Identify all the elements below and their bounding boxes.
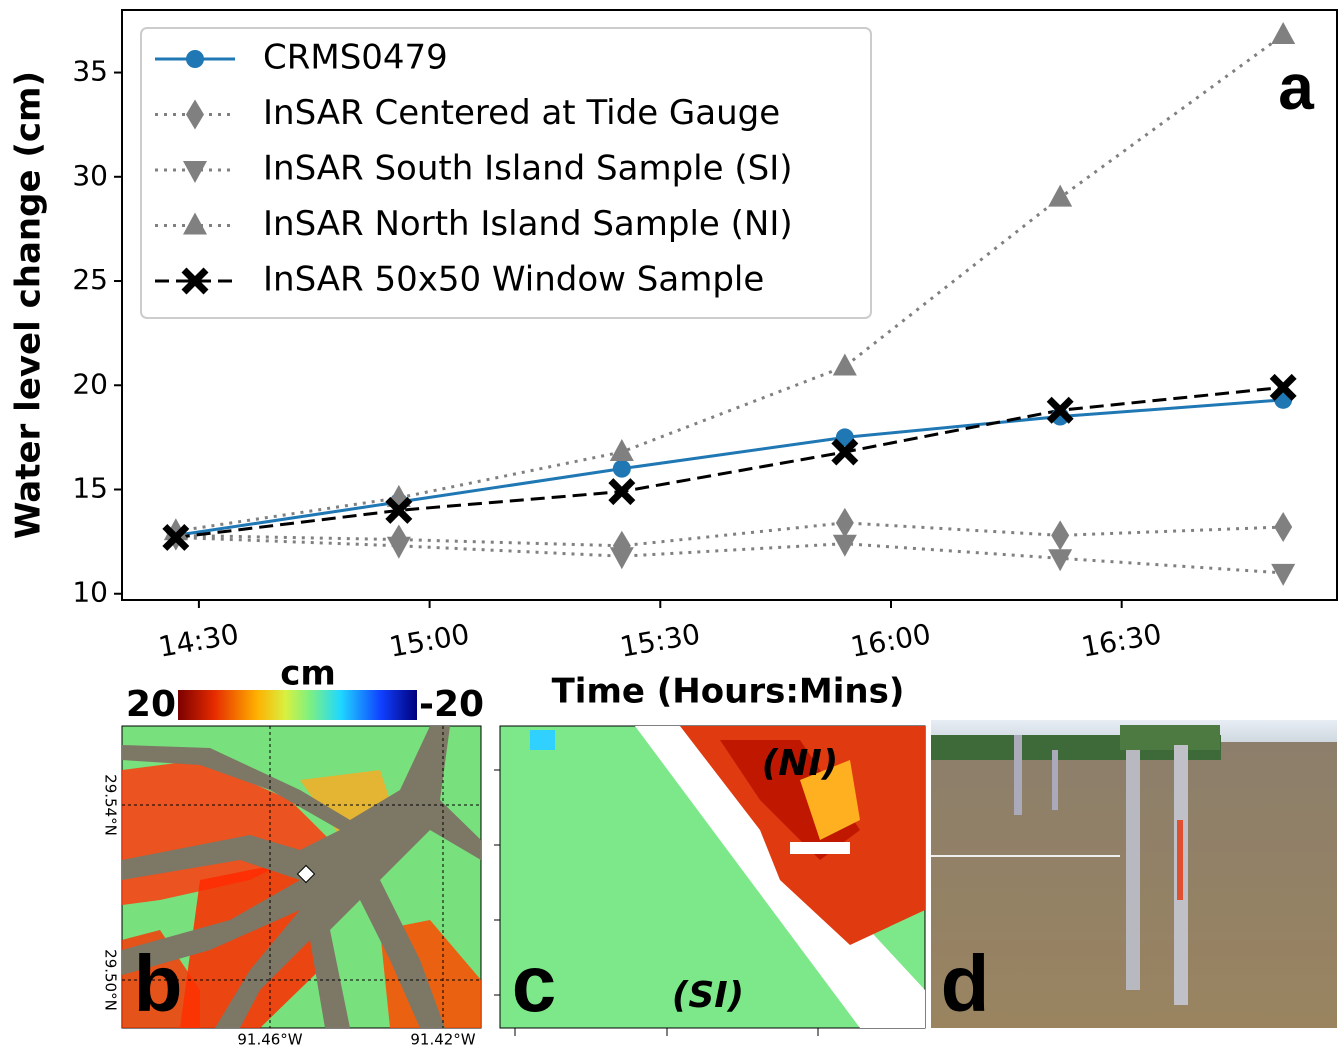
marker (1271, 563, 1296, 586)
series-line (175, 521, 1284, 548)
panel-label: a (1278, 51, 1314, 123)
marker (1269, 373, 1297, 401)
marker (831, 438, 859, 466)
marker (832, 353, 857, 376)
marker (608, 478, 636, 506)
photo-d (931, 720, 1337, 1028)
y-tick-label: 10 (72, 576, 108, 609)
marker (1048, 549, 1073, 572)
x-axis-label: Time (Hours:Mins) (552, 672, 905, 712)
plot-frame (121, 9, 1338, 601)
legend-box (140, 27, 872, 319)
legend-label: InSAR North Island Sample (NI) (263, 204, 793, 244)
marker (186, 50, 204, 68)
marker (183, 161, 207, 183)
x-tick-label: 16:00 (848, 617, 933, 664)
x-tick-label: 15:30 (617, 617, 702, 664)
plot (162, 22, 1297, 586)
y-tick-label: 20 (72, 367, 108, 400)
marker (835, 507, 854, 538)
y-tick-label: 35 (72, 55, 108, 88)
marker (832, 534, 857, 557)
x-tick-label: 14:30 (156, 617, 241, 664)
map-b (121, 725, 482, 1029)
y-axis-label: Water level change (cm) (9, 71, 49, 539)
legend-label: InSAR 50x50 Window Sample (263, 260, 764, 300)
y-tick-label: 15 (72, 472, 108, 505)
marker (612, 459, 631, 478)
map-c (494, 725, 926, 1036)
legend-label: InSAR Centered at Tide Gauge (263, 93, 780, 133)
marker (162, 523, 190, 551)
marker (186, 99, 204, 130)
legend-label: InSAR South Island Sample (SI) (263, 149, 793, 189)
marker (1046, 396, 1074, 424)
marker (386, 536, 411, 559)
marker (183, 212, 207, 235)
marker (1051, 520, 1070, 551)
marker (1271, 22, 1296, 45)
lon-tick-label: 91.46°W (237, 1031, 302, 1048)
colorbar (178, 690, 417, 720)
lat-tick-label: 29.54°N (102, 774, 120, 836)
marker (1048, 184, 1073, 207)
marker (1274, 512, 1293, 543)
series-line (175, 385, 1284, 539)
ni-label: (NI) (762, 743, 838, 784)
lon-tick-label: 91.42°W (410, 1031, 475, 1048)
x-tick-label: 15:00 (387, 617, 472, 664)
legend-label: CRMS0479 (263, 38, 448, 78)
colorbar-left: 20 (126, 684, 176, 725)
marker (609, 438, 634, 461)
series-line (175, 535, 1284, 575)
marker (181, 267, 209, 295)
marker (609, 547, 634, 570)
series-line (175, 398, 1284, 537)
lat-tick-label: 29.50°N (102, 949, 120, 1011)
y-tick-label: 30 (72, 159, 108, 192)
x-tick-label: 16:30 (1079, 617, 1164, 664)
colorbar-unit: cm (280, 654, 336, 694)
panel-label: c (512, 939, 557, 1028)
colorbar-right: -20 (419, 684, 484, 725)
panel-label: d (941, 939, 990, 1028)
panel-label: b (134, 939, 183, 1028)
si-label: (SI) (672, 975, 744, 1016)
y-tick-label: 25 (72, 263, 108, 296)
marker (385, 496, 413, 524)
marker (835, 428, 854, 447)
legend: CRMS0479 InSAR Centered at Tide Gauge InSA… (140, 27, 872, 319)
